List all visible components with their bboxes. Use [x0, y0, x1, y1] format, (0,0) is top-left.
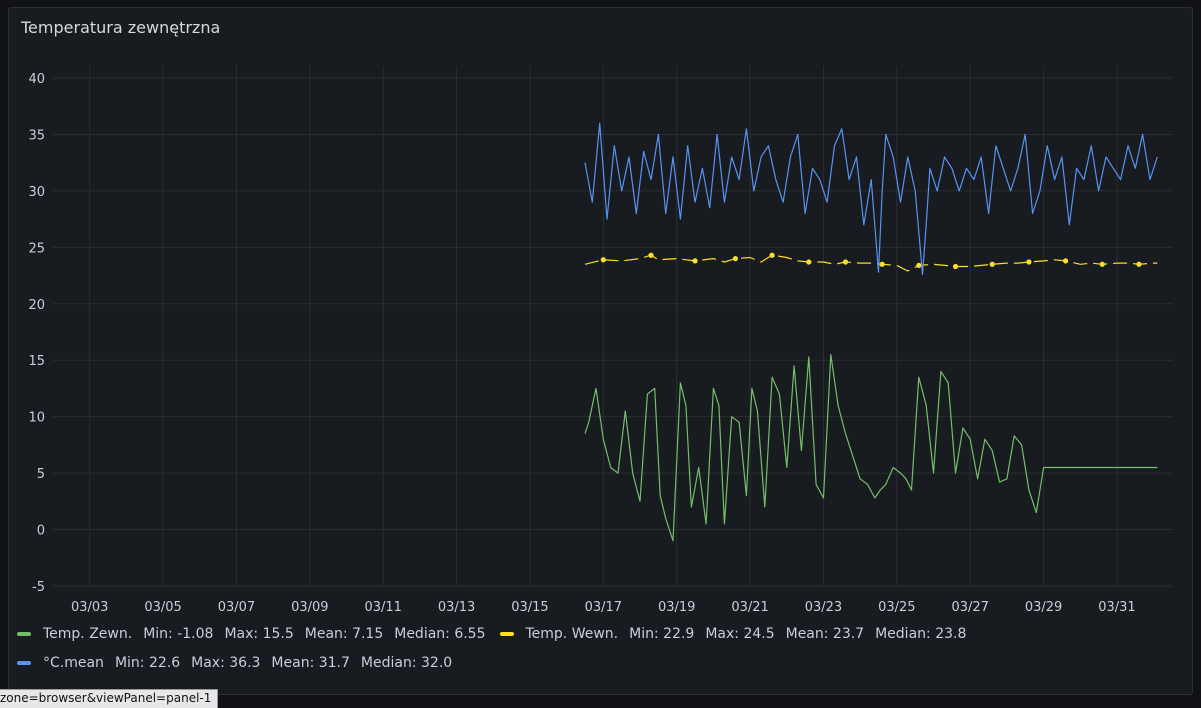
legend-row-1: Temp. Zewn. Min: -1.08 Max: 15.5 Mean: 7… [17, 619, 1177, 648]
legend-item-temp-wewn[interactable]: Temp. Wewn. Min: 22.9 Max: 24.5 Mean: 23… [499, 625, 967, 642]
legend-series-name: Temp. Zewn. [43, 625, 133, 642]
x-tick-label: 03/13 [438, 600, 475, 615]
y-tick-label: 30 [28, 185, 45, 200]
legend: Temp. Zewn. Min: -1.08 Max: 15.5 Mean: 7… [17, 619, 1177, 677]
x-tick-label: 03/17 [585, 600, 622, 615]
stat-median: Median: 23.8 [875, 625, 967, 642]
x-tick-label: 03/09 [291, 600, 328, 615]
stat-max: Max: 15.5 [224, 625, 294, 642]
x-tick-label: 03/03 [71, 600, 108, 615]
x-tick-label: 03/11 [364, 600, 401, 615]
y-tick-label: 0 [37, 524, 45, 539]
y-tick-label: 5 [37, 467, 45, 482]
stat-mean-value: 7.15 [352, 625, 384, 642]
legend-series-name: Temp. Wewn. [525, 625, 619, 642]
series-swatch [499, 631, 514, 636]
x-tick-label: 03/27 [951, 600, 988, 615]
series-point [732, 256, 739, 262]
x-tick-label: 03/05 [144, 600, 181, 615]
y-tick-label: 20 [28, 298, 45, 313]
series-point [1026, 259, 1032, 265]
series-point [989, 261, 995, 267]
y-tick-label: -5 [32, 580, 45, 595]
panel-title[interactable]: Temperatura zewnętrzna [21, 18, 221, 37]
stat-median-value: 6.55 [454, 625, 486, 642]
series-point [952, 263, 959, 270]
x-tick-label: 03/19 [658, 600, 695, 615]
series-point [648, 252, 654, 258]
chart-panel: Temperatura zewnętrzna [8, 7, 1193, 695]
series-point [1063, 258, 1069, 264]
series-line-1 [584, 354, 1158, 542]
stat-mean: Mean: 31.7 [271, 654, 350, 671]
series-line-2 [584, 254, 1158, 272]
stat-mean: Mean: 7.15 [304, 625, 384, 642]
x-tick-label: 03/31 [1098, 600, 1135, 615]
x-tick-label: 03/25 [878, 600, 915, 615]
stat-median: Median: 6.55 [394, 625, 486, 642]
stat-min-value: 22.9 [663, 625, 695, 642]
legend-item-temp-zewn[interactable]: Temp. Zewn. Min: -1.08 Max: 15.5 Mean: 7… [17, 626, 486, 642]
y-tick-label: 40 [28, 72, 45, 87]
series-point [806, 259, 812, 265]
stat-mean-value: 23.7 [832, 625, 865, 642]
series-point [1136, 261, 1142, 267]
x-tick-label: 03/29 [1025, 600, 1062, 615]
stat-max-value: 15.5 [262, 625, 294, 642]
status-url-tooltip: zone=browser&viewPanel=panel-1 [0, 689, 219, 708]
stat-max-value: 24.5 [743, 625, 775, 642]
y-tick-label: 35 [28, 128, 45, 143]
stat-mean-value: 31.7 [318, 654, 350, 671]
stat-max: Max: 24.5 [705, 625, 775, 642]
stat-median: Median: 32.0 [360, 654, 453, 671]
series-point [842, 259, 849, 265]
series-point [600, 257, 606, 263]
x-tick-label: 03/21 [731, 600, 768, 615]
legend-item-c-mean[interactable]: °C.mean Min: 22.6 Max: 36.3 Mean: 31.7 M… [17, 655, 452, 671]
stat-min: Min: 22.9 [629, 625, 695, 642]
series-swatch [17, 631, 31, 636]
stat-median-value: 32.0 [421, 654, 453, 671]
y-tick-label: 15 [28, 354, 45, 369]
stat-max-value: 36.3 [229, 654, 261, 671]
stat-min: Min: 22.6 [114, 654, 181, 671]
series-line-3 [584, 122, 1158, 275]
stat-min-value: -1.08 [177, 625, 214, 642]
y-tick-label: 10 [28, 411, 45, 426]
y-tick-label: 25 [28, 241, 45, 256]
series-swatch [17, 660, 31, 665]
series-point [879, 261, 885, 267]
series-point [692, 258, 698, 264]
x-tick-label: 03/23 [805, 600, 842, 615]
x-tick-label: 03/15 [511, 600, 548, 615]
stat-min-value: 22.6 [148, 654, 181, 671]
stat-min: Min: -1.08 [143, 625, 214, 642]
series-point [916, 262, 922, 268]
stat-max: Max: 36.3 [191, 654, 261, 671]
x-tick-label: 03/07 [218, 600, 255, 615]
stat-median-value: 23.8 [935, 625, 967, 642]
series-point [1099, 261, 1105, 267]
series-point [769, 252, 775, 258]
stat-mean: Mean: 23.7 [785, 625, 865, 642]
legend-row-2: °C.mean Min: 22.6 Max: 36.3 Mean: 31.7 M… [17, 648, 1177, 677]
line-chart: 40 35 30 25 20 15 10 5 0 -5 03/03 03/05 03/07 03/09 03… [28, 66, 1172, 615]
legend-series-name: °C.mean [43, 654, 104, 671]
